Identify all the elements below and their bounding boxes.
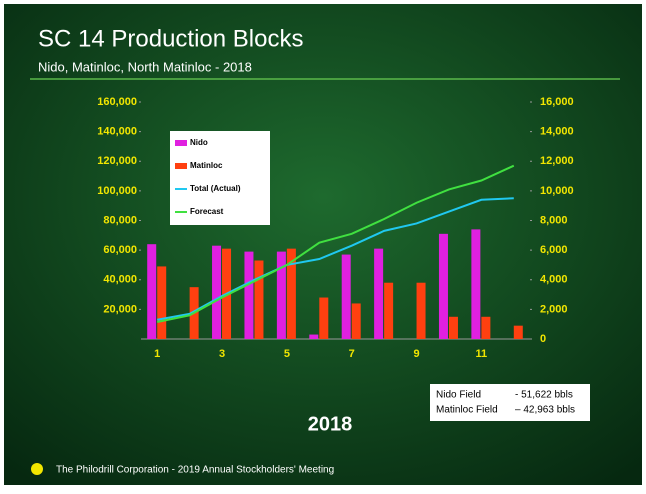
y2-tick-label: 2,000 (540, 303, 568, 315)
bar (351, 303, 361, 339)
bar (309, 334, 319, 339)
annotation: - 51,622 bbls (515, 390, 573, 401)
y2-tick-label: 8,000 (540, 214, 568, 226)
y-tick-label: 80,000 (103, 214, 137, 226)
bar (254, 260, 264, 339)
subtitle: Nido, Matinloc, North Matinloc - 2018 (38, 59, 252, 74)
x-tick-label: 9 (413, 348, 419, 360)
legend-swatch (175, 140, 187, 146)
annotation: Nido Field (436, 390, 481, 401)
y2-tick-label: 4,000 (540, 274, 568, 286)
bar (513, 325, 523, 339)
x-label: 2018 (308, 413, 353, 435)
y-tick-label: 60,000 (103, 244, 137, 256)
legend-box (170, 131, 270, 225)
y-tick-label: 140,000 (97, 126, 137, 138)
bar (448, 316, 458, 339)
bar (471, 229, 481, 339)
legend-label: Nido (190, 138, 208, 147)
legend-swatch (175, 163, 187, 169)
annotation: Matinloc Field (436, 405, 498, 416)
legend-label: Matinloc (190, 161, 223, 170)
bar (147, 244, 157, 339)
y2-tick-label: 14,000 (540, 126, 574, 138)
x-tick-label: 1 (154, 348, 160, 360)
bar (319, 297, 329, 339)
legend-label: Forecast (190, 207, 224, 216)
bar (374, 248, 384, 339)
bar (341, 254, 351, 339)
line (157, 164, 515, 323)
y2-tick-label: 12,000 (540, 155, 574, 167)
bar (244, 251, 254, 339)
y2-tick-label: 0 (540, 333, 546, 345)
y-tick-label: 100,000 (97, 185, 137, 197)
footer: The Philodrill Corporation - 2019 Annual… (56, 465, 334, 476)
bar (157, 266, 167, 339)
logo (31, 463, 43, 475)
bar (416, 282, 426, 339)
x-tick-label: 3 (219, 348, 225, 360)
y2-tick-label: 16,000 (540, 96, 574, 108)
title: SC 14 Production Blocks (38, 25, 303, 52)
bar (384, 282, 394, 339)
x-tick-label: 5 (284, 348, 290, 360)
y2-tick-label: 10,000 (540, 185, 574, 197)
x-tick-label: 11 (476, 348, 488, 360)
x-tick-label: 7 (349, 348, 355, 360)
y-tick-label: 160,000 (97, 96, 137, 108)
y-tick-label: 120,000 (97, 155, 137, 167)
bar (212, 245, 222, 339)
annotation: – 42,963 bbls (515, 405, 575, 416)
y2-tick-label: 6,000 (540, 244, 568, 256)
line (157, 197, 514, 321)
bar (438, 233, 448, 339)
y-tick-label: 40,000 (103, 274, 137, 286)
annotation-box (430, 384, 590, 421)
bar (481, 316, 491, 339)
y-tick-label: 20,000 (103, 303, 137, 315)
bar (286, 248, 296, 339)
legend-label: Total (Actual) (190, 184, 241, 193)
bar (276, 251, 286, 339)
